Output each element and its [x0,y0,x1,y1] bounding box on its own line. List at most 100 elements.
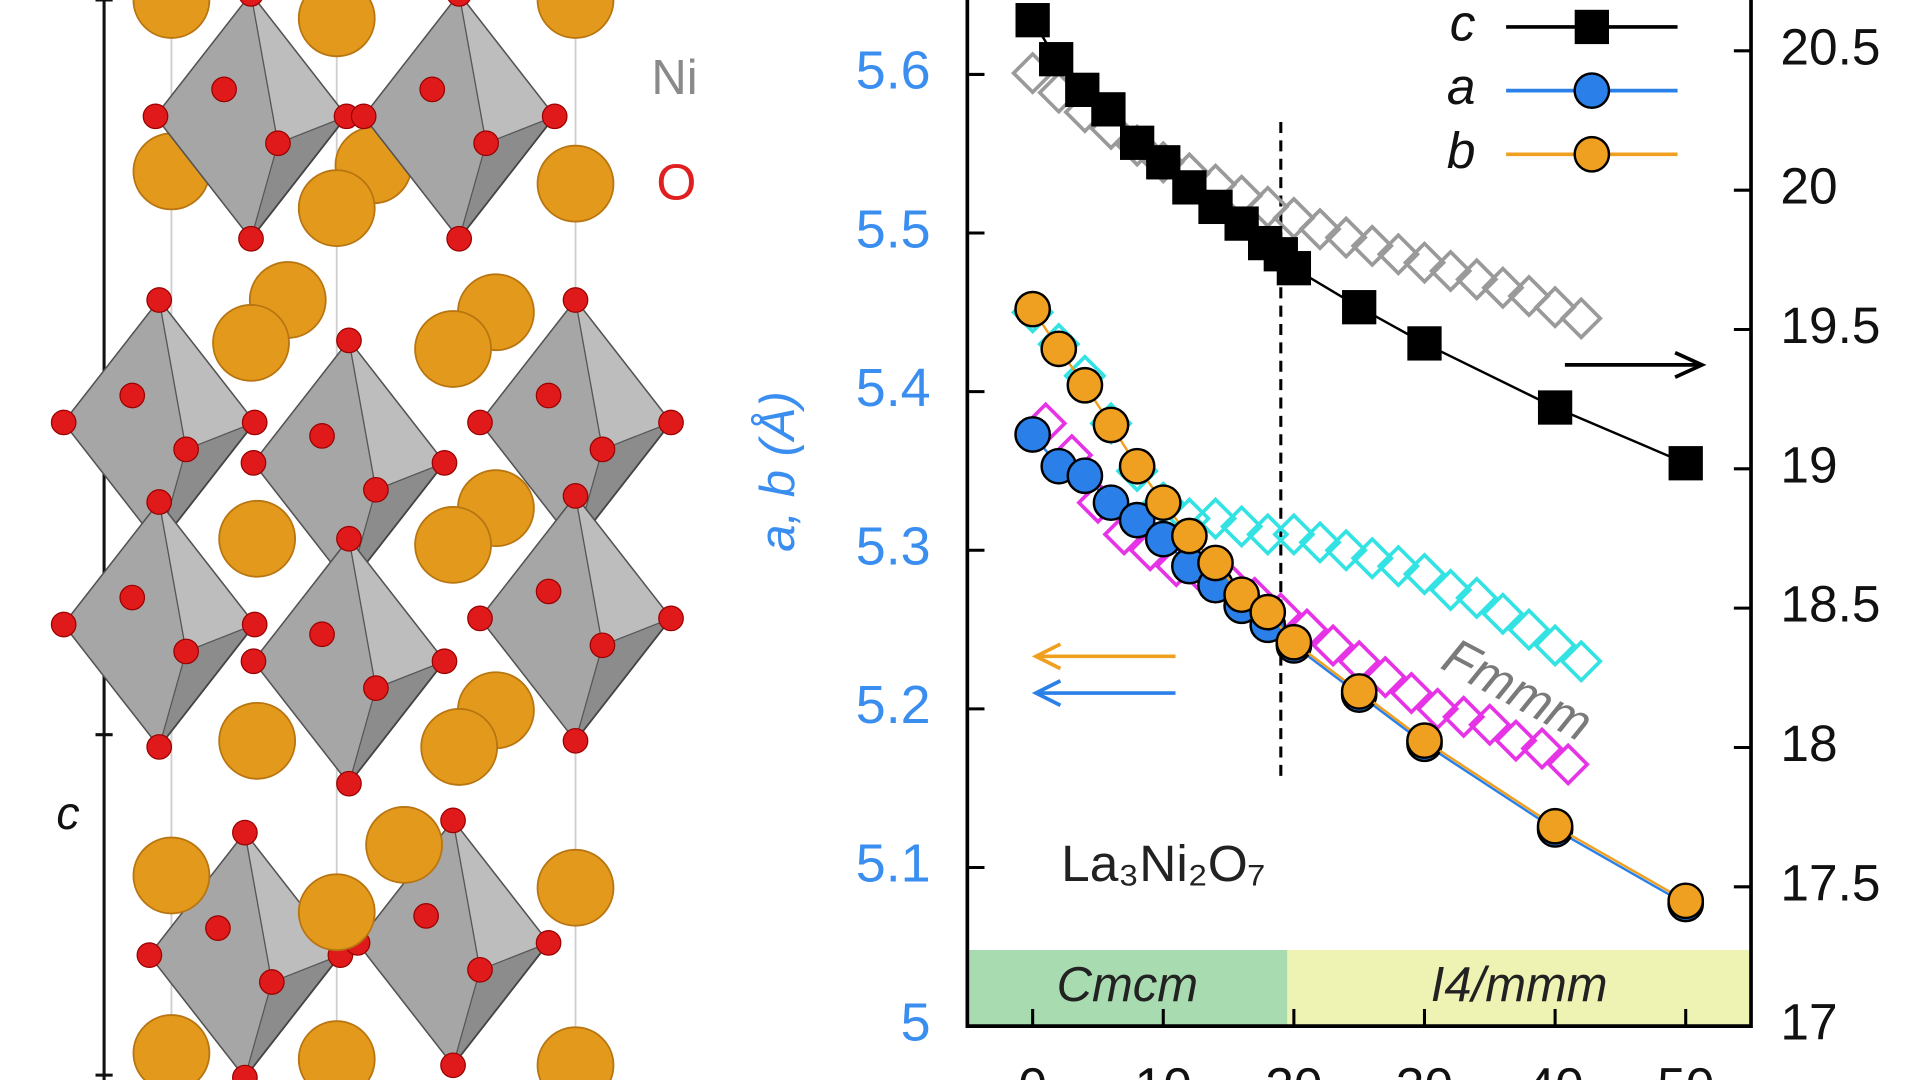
o-atom [440,1052,466,1079]
o-atom [419,76,446,103]
y2-tick-label: 17.5 [1780,853,1880,911]
y-tick-label: 5.1 [856,834,931,894]
y-tick-label: 5.5 [856,199,931,259]
o-atom [238,225,264,252]
o-atom [589,436,616,463]
o-atom [413,903,439,929]
axis-arrow-head [1031,679,1062,707]
octahedron-face [158,299,256,451]
o-atom [232,1064,258,1080]
data-point [1340,673,1378,710]
o-atom [467,605,493,632]
la-atom [414,310,492,388]
data-point [1118,447,1156,485]
octahedron-face [251,0,348,145]
legend-marker [1573,72,1611,109]
o-atom [446,225,473,252]
la-atom [536,848,615,927]
data-point [1407,326,1442,361]
o-atom [535,578,562,605]
o-atom [535,382,562,409]
data-point [1536,807,1574,845]
o-atom [173,638,199,665]
o-atom [142,103,169,130]
la-atom [536,1026,615,1080]
o-atom [467,956,493,983]
o-atom [146,287,173,313]
o-atom [336,525,362,552]
o-atom [467,409,493,436]
o-atom [363,476,389,503]
y2-tick-label: 20.5 [1780,17,1880,75]
o-atom [309,423,335,449]
o-atom [541,103,568,130]
la-atom [212,303,290,382]
o-atom [265,130,291,157]
data-point [1091,92,1126,127]
la-atom [420,708,499,786]
o-atom [350,103,377,130]
o-atom [447,0,471,7]
data-point [1468,703,1512,747]
la-atom [297,169,376,248]
crystal-structure [50,0,684,1080]
data-point [1066,457,1104,495]
data-point [1668,446,1703,481]
o-atom [431,450,458,476]
o-atom [309,621,335,648]
y2-tick-label: 17 [1780,993,1837,1051]
data-point [1276,251,1312,286]
x-tick-label: 50 [1657,1056,1714,1080]
x-tick-label: 30 [1396,1056,1453,1080]
o-atom [562,287,589,313]
chart: Cmcm I4/mmm 5 5.1 5.2 5.3 5.4 5.5 5.6 17 17.5 18 18.… [751,0,1880,1080]
o-atom [240,648,267,675]
la-atom [365,806,443,884]
data-point [1537,390,1573,425]
data-point [1546,742,1590,787]
data-point [1311,623,1355,668]
legend-marker [1574,9,1609,45]
o-atom [658,409,684,436]
octahedron-face [574,299,673,451]
o-atom [562,483,589,509]
o-atom [119,382,146,409]
o-atom [173,436,199,463]
o-atom [205,915,231,942]
data-point [1092,406,1130,444]
y-tick-label: 5.3 [856,517,931,577]
o-atom [146,489,173,515]
x-tick-label: 0 [1018,1056,1047,1080]
o-atom [658,605,684,632]
o-atom [241,611,268,638]
legend-marker [1573,135,1611,173]
data-point [1406,722,1443,759]
plot-frame [965,0,1753,1028]
data-point [1092,484,1130,522]
o-atom [589,632,616,659]
annotation: La₃Ni₂O₇ [1061,834,1265,892]
o-atom [136,942,163,968]
axis-arrow-head [1031,642,1062,671]
o-label: O [656,153,696,211]
o-atom [240,450,267,476]
legend-label: c [1450,0,1476,52]
data-point [1520,726,1564,771]
phase-region [1287,949,1752,1027]
octahedron-face [348,538,446,690]
la-atom [414,506,492,584]
data-point [1223,576,1260,614]
la-atom [218,701,297,780]
x-tick-label: 40 [1527,1056,1584,1080]
y-axis-label: a, b (Å) [751,391,805,552]
la-atom [297,873,376,952]
data-point [1015,3,1050,38]
data-point [1144,484,1182,522]
data-point [1455,576,1499,620]
axis-arrow-head [1674,350,1707,379]
legend-label: b [1447,121,1476,179]
y2-tick-label: 20 [1780,157,1837,215]
data-point [1014,416,1052,453]
